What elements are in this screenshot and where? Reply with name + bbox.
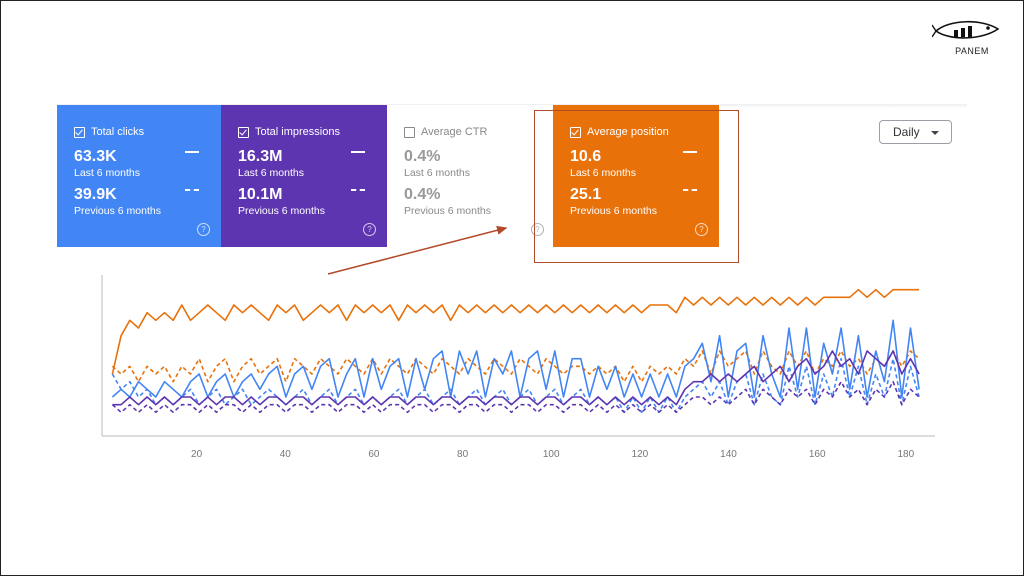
help-icon[interactable]: ?: [531, 223, 544, 236]
solid-line-legend-icon: [185, 151, 199, 153]
metric-period-previous: Previous 6 months: [74, 205, 161, 217]
dropdown-caret-icon: [931, 131, 939, 135]
select-value: Daily: [893, 125, 920, 139]
metric-value: 10.6: [570, 148, 602, 165]
checkbox-unchecked-icon[interactable]: [404, 126, 415, 138]
metric-period: Last 6 months: [404, 167, 470, 179]
metric-period: Last 6 months: [238, 167, 304, 179]
metric-value-previous: 10.1M: [238, 186, 283, 203]
x-tick-label: 40: [280, 449, 292, 460]
checkbox-checked-icon[interactable]: [570, 126, 581, 138]
metric-label: Average position: [587, 126, 669, 138]
metric-period: Last 6 months: [570, 167, 636, 179]
panem-logo: PANEM: [930, 18, 1000, 60]
metric-cards: Total clicks 63.3K Last 6 months 39.9K P…: [57, 105, 965, 247]
metric-value-previous: 25.1: [570, 186, 602, 203]
metric-label: Average CTR: [421, 126, 488, 138]
logo-wordmark: PANEM: [955, 46, 989, 56]
x-tick-label: 160: [809, 449, 826, 460]
series-line-average-position: [111, 288, 920, 375]
dashed-line-legend-icon: [683, 189, 697, 191]
dashed-line-legend-icon: [185, 189, 199, 191]
help-icon[interactable]: ?: [197, 223, 210, 236]
metric-period-previous: Previous 6 months: [238, 205, 325, 217]
annotation-arrow: [327, 225, 508, 275]
fish-logo-icon: [932, 20, 1000, 39]
highlight-box: [534, 110, 739, 263]
solid-line-legend-icon: [683, 151, 697, 153]
metric-label: Total clicks: [91, 126, 145, 138]
metric-value-previous: 0.4%: [404, 186, 441, 203]
metric-period-previous: Previous 6 months: [404, 205, 491, 217]
date-granularity-select[interactable]: Daily: [879, 120, 952, 144]
x-tick-label: 180: [897, 449, 914, 460]
metric-card-average-position[interactable]: Average position 10.6 Last 6 months 25.1…: [553, 105, 719, 247]
metric-value-previous: 39.9K: [74, 186, 117, 203]
metric-period-previous: Previous 6 months: [570, 205, 657, 217]
metric-value: 0.4%: [404, 148, 441, 165]
metric-value: 16.3M: [238, 148, 283, 165]
solid-line-legend-icon: [351, 151, 365, 153]
dashed-line-legend-icon: [351, 189, 365, 191]
x-tick-label: 140: [720, 449, 737, 460]
x-tick-label: 20: [191, 449, 203, 460]
metric-period: Last 6 months: [74, 167, 140, 179]
series-line-total-impressions: [112, 350, 920, 406]
help-icon[interactable]: ?: [363, 223, 376, 236]
series-line-average-position-previous: [111, 350, 920, 383]
metric-card-average-ctr[interactable]: Average CTR 0.4% Last 6 months 0.4% Prev…: [387, 105, 553, 247]
series-line-total-impressions-previous: [111, 380, 920, 414]
x-tick-label: 100: [543, 449, 560, 460]
x-tick-label: 120: [632, 449, 649, 460]
x-tick-label: 60: [368, 449, 380, 460]
metric-value: 63.3K: [74, 148, 117, 165]
metric-card-total-clicks[interactable]: Total clicks 63.3K Last 6 months 39.9K P…: [57, 105, 221, 247]
help-icon[interactable]: ?: [695, 223, 708, 236]
metric-label: Total impressions: [255, 126, 340, 138]
x-tick-label: 80: [457, 449, 469, 460]
series-line-total-clicks: [111, 319, 920, 398]
checkbox-checked-icon[interactable]: [74, 126, 85, 138]
metric-card-total-impressions[interactable]: Total impressions 16.3M Last 6 months 10…: [221, 105, 387, 247]
checkbox-checked-icon[interactable]: [238, 126, 249, 138]
